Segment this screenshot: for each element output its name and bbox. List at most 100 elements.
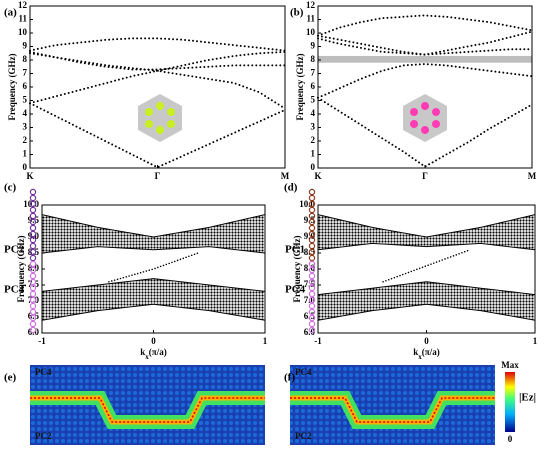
x-axis-label-part: x <box>418 353 422 361</box>
plot-frame <box>29 5 286 169</box>
chain-cell <box>308 302 316 310</box>
unit-cell-inset <box>138 94 182 142</box>
bulk-band-edge <box>41 303 266 321</box>
bulk-band-edge <box>41 278 266 292</box>
chain-cell <box>29 314 37 322</box>
y-tick-label: 12 <box>306 0 316 10</box>
plot-frame <box>317 5 533 169</box>
band-curve <box>29 37 286 52</box>
field-map <box>30 365 265 445</box>
x-tick-label: 1 <box>263 336 268 346</box>
panel-label: (a) <box>4 7 17 19</box>
y-tick-label: 1 <box>311 149 316 159</box>
band-curve <box>29 102 286 169</box>
x-tick-label: 0 <box>424 336 429 346</box>
pc-label: PC2 <box>295 431 312 441</box>
chain-cell <box>308 254 316 262</box>
chain-cell <box>29 218 37 226</box>
chain-cell <box>308 320 316 328</box>
x-axis-label-part: (π/a) <box>422 347 440 357</box>
chain-cell <box>29 224 37 232</box>
chain-cell <box>29 284 37 292</box>
y-tick-label: 4 <box>23 108 28 118</box>
panel-label: (c) <box>4 182 17 194</box>
chain-cell <box>29 290 37 298</box>
y-tick-label: 11 <box>18 14 27 24</box>
band-curve <box>29 50 286 71</box>
chain-cell <box>308 230 316 238</box>
chain-cell <box>29 266 37 274</box>
chain-cell <box>308 308 316 316</box>
y-tick-label: 3 <box>311 122 316 132</box>
chain-cell <box>308 212 316 220</box>
chain-cell <box>308 200 316 208</box>
x-tick-label: 1 <box>533 336 538 346</box>
x-tick-label: K <box>314 171 321 181</box>
y-tick-label: 7 <box>311 68 316 78</box>
y-tick-label: 8 <box>311 54 316 64</box>
bulk-band-fill <box>318 214 535 250</box>
pc-label: PC1 <box>285 244 305 256</box>
y-tick-label: 6.5 <box>28 311 40 321</box>
colorbar-quantity: |Ez| <box>519 392 536 404</box>
chain-cell <box>308 266 316 274</box>
y-tick-label: 0 <box>23 162 28 172</box>
bulk-band-edge <box>317 242 536 251</box>
y-tick-label: 4 <box>311 108 316 118</box>
chain-cell <box>29 302 37 310</box>
bulk-band-edge <box>317 303 536 321</box>
chain-cell <box>308 218 316 226</box>
band-curve <box>317 96 533 168</box>
chain-cell <box>29 206 37 214</box>
bulk-band-fill <box>42 214 265 253</box>
y-tick-label: 9.5 <box>28 215 40 225</box>
panel-label: (e) <box>4 372 17 384</box>
chain-cell <box>308 242 316 250</box>
band-curve <box>317 63 533 99</box>
y-tick-label: 7.0 <box>28 295 40 305</box>
bulk-band-fill <box>42 278 265 321</box>
x-tick-label: 0 <box>151 336 156 346</box>
y-tick-label: 8.0 <box>28 263 40 273</box>
chain-cell <box>308 290 316 298</box>
pc-label: PC4 <box>285 284 306 296</box>
chain-cell <box>308 296 316 304</box>
y-tick-label: 2 <box>23 135 28 145</box>
y-tick-label: 10 <box>18 27 28 37</box>
colorbar-max: Max <box>501 360 519 370</box>
y-axis-label: Frequency (GHz) <box>16 235 26 302</box>
chain-cell <box>29 296 37 304</box>
x-tick-label: M <box>281 171 290 181</box>
chain-cell <box>29 308 37 316</box>
bulk-band-edge <box>317 214 536 238</box>
bulk-band-edge <box>41 246 266 254</box>
chain-cell <box>308 248 316 256</box>
pc-label: PC4 <box>295 367 312 377</box>
x-axis-label-part: k <box>140 347 145 357</box>
edge-state <box>108 252 199 283</box>
chain-cell <box>29 236 37 244</box>
chain-cell <box>308 236 316 244</box>
x-tick-label: K <box>26 171 33 181</box>
x-tick-label: -1 <box>38 336 46 346</box>
chain-cell <box>29 230 37 238</box>
y-tick-label: 5 <box>23 95 28 105</box>
x-axis-label: kx(π/a) <box>413 347 439 361</box>
x-axis-label-part: k <box>413 347 418 357</box>
x-tick-label: Γ <box>155 171 161 181</box>
chain-cell <box>308 224 316 232</box>
pc-label: PC4 <box>4 284 25 296</box>
chain-cell <box>29 260 37 268</box>
chain-cell <box>308 314 316 322</box>
x-axis-label: kx(π/a) <box>140 347 166 361</box>
chain-cell <box>29 326 37 334</box>
pc-label: PC2 <box>4 244 25 256</box>
panel-label: (b) <box>290 7 304 19</box>
x-axis-label-part: (π/a) <box>149 347 167 357</box>
chain-cell <box>29 278 37 286</box>
pc-label: PC2 <box>35 431 52 441</box>
band-curve <box>317 37 533 56</box>
y-tick-label: 10.0 <box>299 199 315 209</box>
y-tick-label: 5 <box>311 95 316 105</box>
